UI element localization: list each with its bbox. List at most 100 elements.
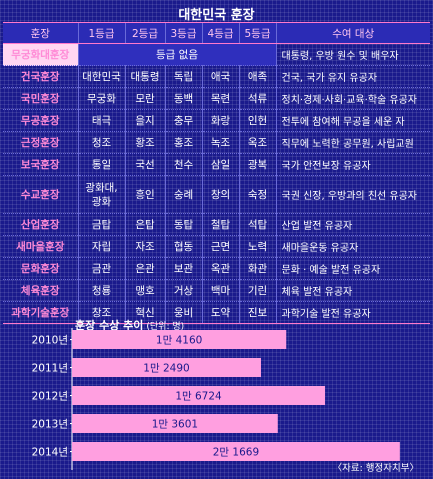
grade-cell: 협동: [164, 235, 202, 258]
grade-cell: 황조: [124, 131, 165, 154]
chart-title: 훈장 수상 추이 (단위: 명): [75, 317, 184, 333]
grade-cell: 근면: [201, 235, 239, 258]
grade-cell: 맹호: [124, 279, 165, 302]
grant-target: 국권 신장, 우방과의 친선 유공자: [275, 175, 430, 214]
table-row: 무공훈장 태극 을지 충무 화랑 인헌 전투에 참여해 무공을 세운 자: [3, 109, 430, 132]
header-cell: 4등급: [201, 22, 239, 44]
grade-cell: 녹조: [201, 131, 239, 154]
grade-cell: 혁신: [124, 301, 165, 324]
category-label: 2010년: [32, 335, 68, 347]
grade-cell: 창조: [77, 301, 125, 324]
grade-cell: 석류: [238, 87, 276, 110]
chart-unit-note: (단위: 명): [146, 322, 185, 332]
header-cell: 1등급: [77, 22, 125, 44]
value-label: 1만 6724: [175, 391, 222, 403]
grade-cell: 청조: [77, 131, 125, 154]
medal-name: 수교훈장: [3, 175, 78, 214]
grade-cell: 백마: [201, 279, 239, 302]
header-cell: 훈장: [3, 22, 78, 44]
grade-cell: 모란: [124, 87, 165, 110]
header-cell: 2등급: [124, 22, 165, 44]
bar: [72, 386, 326, 405]
grade-cell: 애족: [238, 65, 276, 88]
grade-cell: 화랑: [201, 109, 239, 132]
bar: [72, 330, 287, 349]
table-row: 근정훈장 청조 황조 홍조 녹조 옥조 직무에 노력한 공무원, 사립교원: [3, 131, 430, 154]
grade-cell: 은탑: [124, 213, 165, 236]
value-label: 1만 3601: [152, 419, 198, 431]
grade-cell: 태극: [77, 109, 125, 132]
table-row: 체육훈장 청룡 맹호 거상 백마 기린 체육 발전 유공자: [3, 279, 430, 302]
table-header-row: 훈장 1등급 2등급 3등급 4등급 5등급 수여 대상: [3, 22, 430, 44]
medal-name: 새마을훈장: [3, 235, 78, 258]
grant-target: 새마을운동 유공자: [275, 235, 430, 258]
grade-cell: 금탑: [77, 213, 125, 236]
grade-cell: 국선: [124, 153, 165, 176]
grade-cell: 화관: [238, 257, 276, 280]
medal-name: 보국훈장: [3, 153, 78, 176]
grant-target: 산업 발전 유공자: [275, 213, 430, 236]
grade-cell: 옥조: [238, 131, 276, 154]
grade-cell: 광화대, 광화: [77, 175, 125, 214]
grade-cell: 진보: [238, 301, 276, 324]
medal-name: 산업훈장: [3, 213, 78, 236]
grade-cell: 인헌: [238, 109, 276, 132]
grade-cell: 청룡: [77, 279, 125, 302]
grade-cell: 동탑: [164, 213, 202, 236]
medals-table: 훈장 1등급 2등급 3등급 4등급 5등급 수여 대상 무궁화대훈장 등급 없…: [3, 22, 430, 324]
table-row: 문화훈장 금관 은관 보관 옥관 화관 문화 · 예술 발전 유공자: [3, 257, 430, 280]
grade-cell: 기린: [238, 279, 276, 302]
grade-cell: 광복: [238, 153, 276, 176]
grade-cell: 을지: [124, 109, 165, 132]
grade-cell: 삼일: [201, 153, 239, 176]
category-label: 2013년: [32, 419, 68, 431]
medal-name: 근정훈장: [3, 131, 78, 154]
grade-cell: 충무: [164, 109, 202, 132]
table-row: 새마을훈장 자립 자조 협동 근면 노력 새마을운동 유공자: [3, 235, 430, 258]
grant-target: 직무에 노력한 공무원, 사립교원: [275, 131, 430, 154]
grade-cell: 웅비: [164, 301, 202, 324]
category-label: 2012년: [32, 391, 68, 403]
chart-title-text: 훈장 수상 추이: [75, 319, 144, 332]
grant-target: 건국, 국가 유지 유공자: [275, 65, 430, 88]
source-note: 〈자료: 행정자치부〉: [332, 463, 419, 474]
table-row: 건국훈장 대한민국 대통령 독립 애국 애족 건국, 국가 유지 유공자: [3, 65, 430, 88]
header-cell: 수여 대상: [275, 22, 430, 44]
category-label: 2014년: [32, 447, 68, 459]
value-label: 2만 1669: [213, 447, 259, 459]
grade-cell: 거상: [164, 279, 202, 302]
grade-cell: 통일: [77, 153, 125, 176]
value-label: 1만 4160: [156, 335, 202, 347]
grade-cell: 자조: [124, 235, 165, 258]
grade-cell: 숭례: [164, 175, 202, 214]
grade-cell: 금관: [77, 257, 125, 280]
header-cell: 5등급: [238, 22, 276, 44]
medal-name: 문화훈장: [3, 257, 78, 280]
grant-target: 대통령, 우방 원수 및 배우자: [275, 43, 430, 66]
grade-cell: 천수: [164, 153, 202, 176]
grant-target: 문화 · 예술 발전 유공자: [275, 257, 430, 280]
grant-target: 체육 발전 유공자: [275, 279, 430, 302]
table-row: 과학기술훈장 창조 혁신 웅비 도약 진보 과학기술 발전 유공자: [3, 301, 430, 324]
bar: [72, 414, 278, 433]
grade-cell: 철탑: [201, 213, 239, 236]
grade-cell: 석탑: [238, 213, 276, 236]
header-cell: 3등급: [164, 22, 202, 44]
bar: [72, 442, 400, 461]
medal-name: 국민훈장: [3, 87, 78, 110]
grade-cell: 목련: [201, 87, 239, 110]
grade-cell: 노력: [238, 235, 276, 258]
medal-name: 건국훈장: [3, 65, 78, 88]
grant-target: 정치·경제·사회·교육·학술 유공자: [275, 87, 430, 110]
grade-cell: 대한민국: [77, 65, 125, 88]
grade-cell: 도약: [201, 301, 239, 324]
grade-cell: 숙정: [238, 175, 276, 214]
grade-cell: 흥인: [124, 175, 165, 214]
grade-cell: 홍조: [164, 131, 202, 154]
category-label: 2011년: [32, 363, 68, 375]
grant-target: 전투에 참여해 무공을 세운 자: [275, 109, 430, 132]
grade-cell: 애국: [201, 65, 239, 88]
medal-name: 무공훈장: [3, 109, 78, 132]
grant-target: 국가 안전보장 유공자: [275, 153, 430, 176]
